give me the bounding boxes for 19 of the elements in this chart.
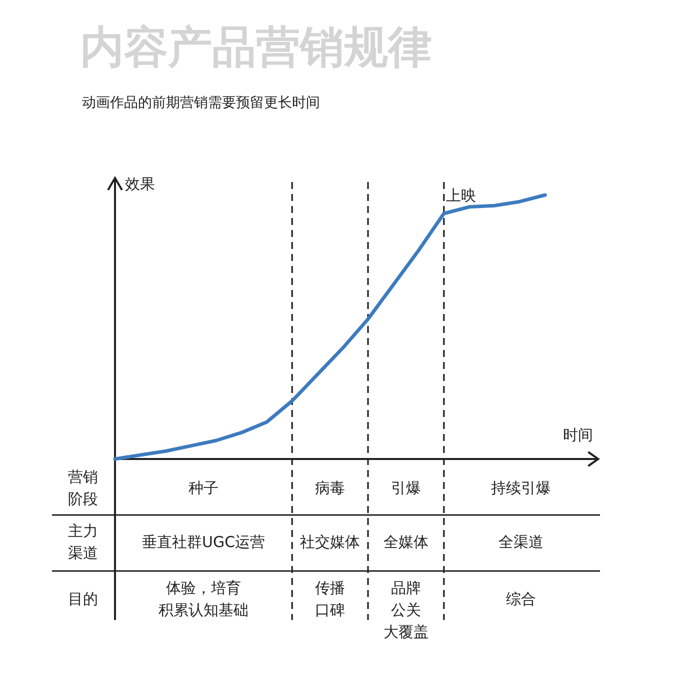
text: 病毒 — [315, 479, 346, 498]
x-axis-title: 时间 — [563, 426, 594, 444]
text: 综合 — [506, 590, 536, 608]
chart-subtitle: 动画作品的前期营销需要预留更长时间 — [82, 94, 320, 111]
text: 种子 — [188, 479, 219, 498]
text: 引爆 — [390, 479, 421, 498]
text: 持续引爆 — [491, 479, 552, 498]
text: 垂直社群UGC运营 — [142, 533, 266, 552]
text: 营销阶段 — [68, 468, 98, 508]
text: 目的 — [68, 590, 98, 608]
text: 全渠道 — [498, 533, 544, 552]
y-axis-title: 效果 — [125, 175, 155, 194]
text: 传播口碑 — [315, 579, 346, 620]
text: 主力渠道 — [68, 522, 98, 562]
text: 全媒体 — [383, 533, 428, 552]
text: 社交媒体 — [300, 533, 360, 552]
text: 品牌公关大覆盖 — [383, 579, 428, 642]
text: 体验，培育积累认知基础 — [158, 579, 249, 620]
annotation: 上映 — [446, 186, 476, 205]
